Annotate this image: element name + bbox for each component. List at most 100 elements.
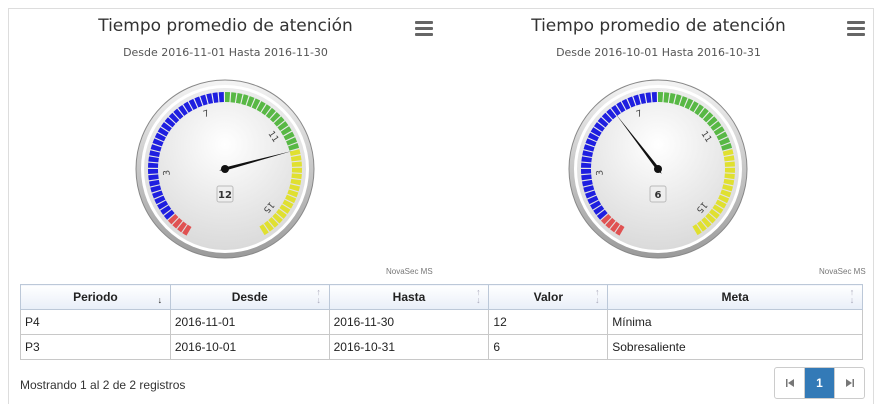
gauge-band-segment [163, 209, 175, 220]
gauge-band-segment [265, 107, 276, 119]
gauge-band-segment [188, 98, 198, 110]
cell-meta: Mínima [607, 309, 863, 335]
gauge-band-segment [178, 104, 188, 116]
header-label: Valor [533, 290, 563, 304]
gauge-band-segment [173, 108, 184, 120]
gauge-tick-label: 7 [635, 109, 644, 120]
table-header-row: Periodo ↓ Desde ↑ ↓ Hasta ↑ ↓ Valor ↑ ↓ Meta ↑ ↓ [20, 284, 863, 310]
gauge-band-segment [585, 138, 597, 147]
gauge-band-segment [692, 224, 702, 236]
gauge-band-segment [268, 217, 279, 228]
gauge-band-segment [668, 93, 676, 104]
gauge-band-segment [149, 179, 160, 187]
chart-subtitle: Desde 2016-10-01 Hasta 2016-10-31 [556, 46, 761, 59]
gauge-band-segment [663, 92, 670, 103]
gauge-band-segment [610, 221, 620, 233]
gauge-band-segment [149, 150, 161, 158]
column-header-hasta[interactable]: Hasta ↑ ↓ [328, 284, 490, 310]
gauge-tick-label: 3 [162, 170, 172, 176]
sort-icon: ↑ ↓ [595, 287, 600, 305]
gauge-band-segment [705, 213, 716, 224]
gauge-band-segment [290, 178, 302, 186]
gauge-band-segment [154, 195, 166, 205]
gauge-band-segment [615, 224, 625, 236]
gauge-band-segment [259, 224, 269, 236]
gauge-band-segment [241, 94, 249, 106]
gauge-band-segment [694, 104, 704, 116]
gauge-band-segment [148, 174, 159, 181]
gauge-band-segment [150, 185, 162, 193]
gauge-band-segment [157, 200, 169, 210]
table-info: Mostrando 1 al 2 de 2 registros [20, 378, 186, 392]
table-row[interactable]: P3 2016-10-01 2016-10-31 6 Sobresaliente [20, 334, 863, 360]
gauge-band-segment [702, 111, 714, 123]
gauge-band-segment [277, 121, 289, 131]
gauge-band-segment [587, 195, 599, 205]
gauge-band-segment [583, 185, 595, 193]
gauge-band-segment [600, 213, 612, 225]
column-header-desde[interactable]: Desde ↑ ↓ [169, 284, 330, 310]
gauge-band-segment [696, 220, 707, 232]
gauge-band-segment [606, 108, 617, 120]
gauge-band-segment [709, 208, 720, 219]
gauge-band-segment [590, 127, 602, 137]
gauge-band-segment [283, 131, 295, 141]
gauge-band-segment [276, 208, 287, 219]
gauge-band-segment [621, 98, 631, 110]
gauge-band-segment [689, 101, 699, 113]
page-button-1[interactable]: 1 [805, 368, 834, 398]
gauge-band-segment [713, 126, 725, 136]
gauge-band-segment [706, 116, 718, 127]
gauge-band-segment [280, 126, 292, 136]
table-row[interactable]: P4 2016-11-01 2016-11-30 12 Mínima [20, 309, 863, 335]
header-label: Hasta [392, 290, 426, 304]
data-table: Periodo ↓ Desde ↑ ↓ Hasta ↑ ↓ Valor ↑ ↓ Meta ↑ ↓ … [20, 284, 863, 360]
gauge-band-segment [279, 204, 291, 214]
chart-menu-button[interactable] [415, 21, 433, 37]
gauge-band-segment [273, 116, 285, 127]
gauge-band-segment [679, 96, 688, 108]
gauge-band-segment [290, 155, 302, 162]
column-header-periodo[interactable]: Periodo ↓ [20, 284, 171, 310]
gauge-band-segment [200, 94, 208, 106]
chart-credits[interactable]: NovaSec MS [386, 267, 433, 276]
gauge-band-segment [720, 189, 732, 198]
header-label: Desde [231, 290, 268, 304]
first-page-button[interactable] [775, 368, 805, 398]
cell-meta: Sobresaliente [607, 334, 863, 360]
gauge-band-segment [723, 178, 735, 186]
chart-menu-button[interactable] [847, 21, 865, 37]
gauge-band-segment [182, 224, 192, 236]
gauge-band-segment [152, 190, 164, 199]
gauge-needle [219, 150, 293, 171]
gauge-band-segment [601, 112, 613, 124]
gauge-band-segment [246, 96, 255, 108]
gauge-band-segment [715, 199, 727, 209]
report-panel: Tiempo promedio de atención Desde 2016-1… [8, 8, 874, 404]
last-page-icon [845, 379, 854, 387]
sort-desc-icon: ↓ [157, 295, 163, 305]
gauge-band-segment [194, 96, 203, 108]
cell-hasta: 2016-11-30 [328, 309, 490, 335]
hamburger-menu-icon-bar [415, 33, 433, 36]
gauge-band-segment [651, 92, 657, 103]
gauge-band-segment [289, 149, 301, 156]
gauge-band-segment [285, 194, 297, 204]
gauge-chart-november: Tiempo promedio de atención Desde 2016-1… [9, 9, 442, 284]
gauge-band-segment [724, 173, 735, 180]
cell-hasta: 2016-10-31 [328, 334, 490, 360]
last-page-button[interactable] [834, 368, 864, 398]
gauge-band-segment [160, 205, 172, 215]
sort-icon: ↑ ↓ [849, 287, 855, 305]
gauge-band-segment [168, 112, 180, 124]
gauge-needle [615, 113, 662, 174]
gauge-band-segment [639, 93, 647, 105]
gauge-band-segment [289, 184, 300, 192]
gauge-band-segment [633, 94, 641, 106]
gauge-band-segment [206, 93, 214, 105]
column-header-valor[interactable]: Valor ↑ ↓ [488, 284, 609, 310]
chart-credits[interactable]: NovaSec MS [819, 267, 866, 276]
gauge-band-segment [291, 161, 302, 167]
column-header-meta[interactable]: Meta ↑ ↓ [607, 284, 863, 310]
gauge-band-segment [251, 98, 261, 110]
